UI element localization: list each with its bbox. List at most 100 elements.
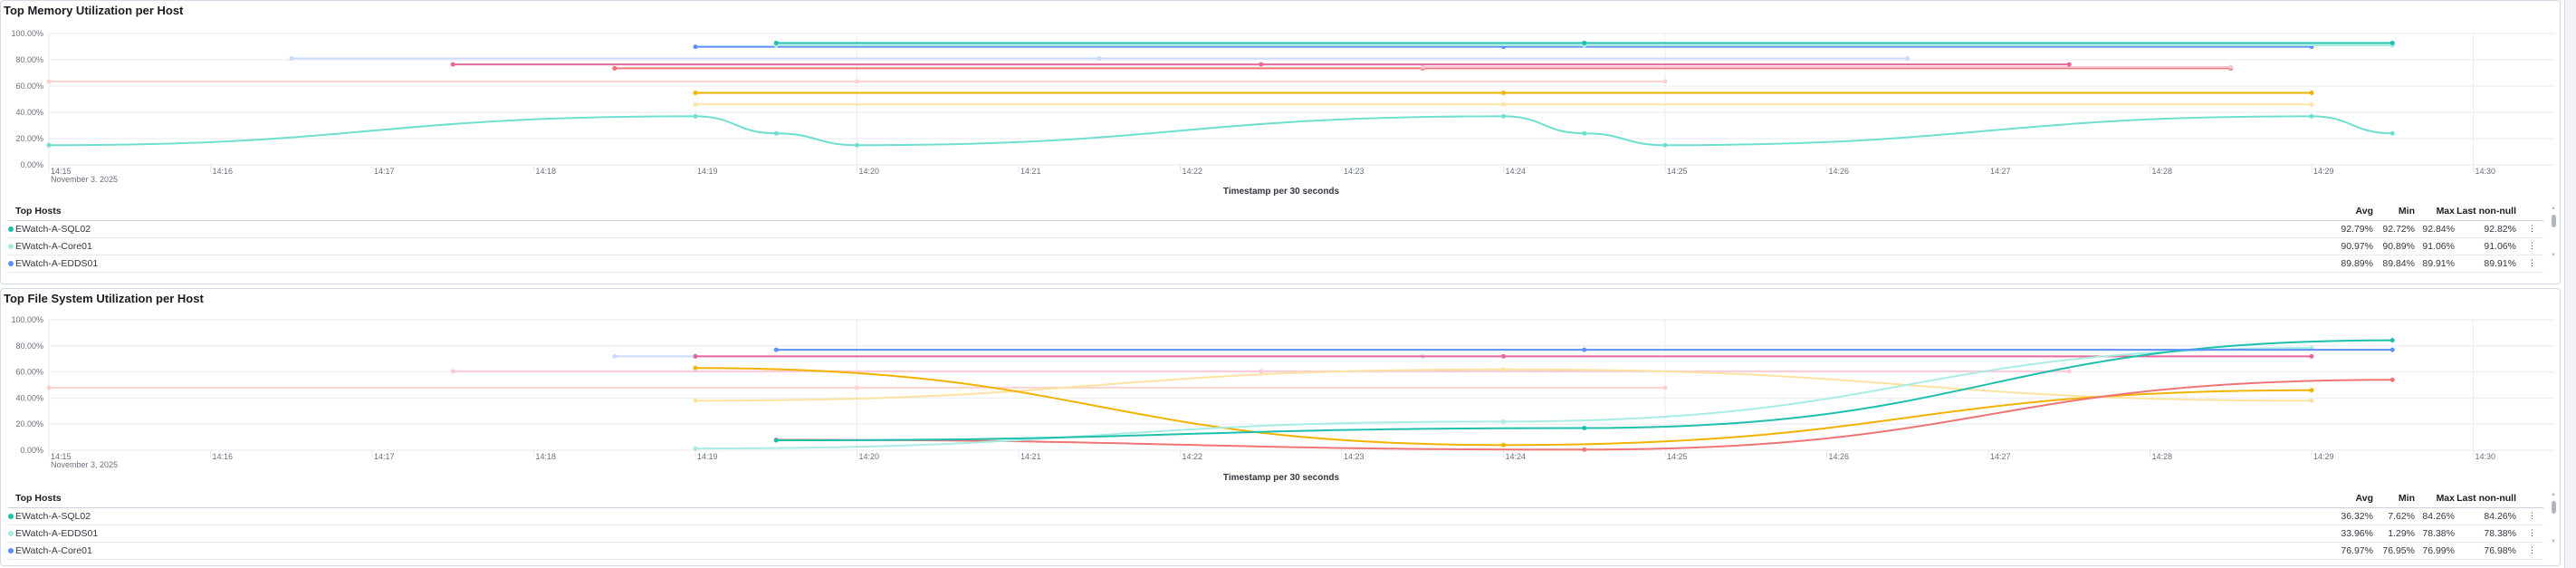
data-point[interactable] [2309,398,2314,403]
data-point[interactable] [693,446,698,451]
series-line[interactable] [694,367,2313,447]
legend-row[interactable]: EWatch-A-EDDS01 89.89% 89.84% 89.91% 89.91% ⋮ [8,255,2543,273]
data-point[interactable] [450,62,455,67]
column-top-hosts[interactable]: Top Hosts [15,206,62,217]
data-point[interactable] [46,142,52,148]
data-point[interactable] [2309,91,2314,96]
data-point[interactable] [2389,347,2395,352]
data-point[interactable] [693,44,698,50]
host-name[interactable]: EWatch-A-SQL02 [15,511,91,522]
row-actions-kebab-icon[interactable]: ⋮ [2528,258,2536,267]
data-point[interactable] [1501,101,1506,107]
data-point[interactable] [2389,40,2395,45]
series-line[interactable] [48,115,2393,147]
data-point[interactable] [612,65,618,71]
scroll-thumb[interactable] [2552,215,2556,227]
column-max[interactable]: Max [2436,493,2455,504]
data-point[interactable] [693,365,698,371]
row-actions-kebab-icon[interactable]: ⋮ [2528,224,2536,233]
data-point[interactable] [693,398,698,403]
legend-row[interactable]: EWatch-A-EDDS01 33.96% 1.29% 78.38% 78.38% ⋮ [8,525,2543,543]
data-point[interactable] [1096,56,1102,62]
data-point[interactable] [2389,377,2395,382]
page-scrollbar[interactable] [2564,0,2576,568]
scroll-down-arrow-icon[interactable]: ▼ [2551,253,2556,258]
row-actions-kebab-icon[interactable]: ⋮ [2528,528,2536,537]
series-line[interactable] [694,368,2313,402]
row-actions-kebab-icon[interactable]: ⋮ [2528,545,2536,554]
memory-utilization-chart[interactable]: 0.00% 20.00% 40.00% 60.00% 80.00% 100.00% 14:1… [1,1,2562,182]
row-actions-kebab-icon[interactable]: ⋮ [2528,511,2536,520]
data-point[interactable] [855,79,859,84]
data-point[interactable] [773,40,779,45]
data-point[interactable] [1501,442,1506,448]
data-point[interactable] [773,438,779,443]
file-system-utilization-chart[interactable]: 0.00% 20.00% 40.00% 60.00% 80.00% 100.00% 14:1… [1,289,2562,470]
data-point[interactable] [693,113,698,119]
legend-row[interactable]: EWatch-A-SQL02 36.32% 7.62% 84.26% 84.26% ⋮ [8,508,2543,525]
legend-scrollbar[interactable]: ▲ ▼ [2551,492,2558,546]
column-min[interactable]: Min [2398,493,2415,504]
data-point[interactable] [1501,91,1506,96]
data-point[interactable] [773,347,779,352]
data-point[interactable] [1501,367,1506,372]
data-point[interactable] [773,130,779,136]
scroll-up-arrow-icon[interactable]: ▲ [2551,492,2556,497]
data-point[interactable] [2066,62,2072,67]
host-name[interactable]: EWatch-A-EDDS01 [15,528,99,539]
column-min[interactable]: Min [2398,206,2415,217]
data-point[interactable] [2309,113,2314,119]
host-name[interactable]: EWatch-A-Core01 [15,241,92,252]
data-point[interactable] [612,353,618,359]
column-max[interactable]: Max [2436,206,2455,217]
data-point[interactable] [2389,338,2395,343]
column-avg[interactable]: Avg [2355,206,2373,217]
data-point[interactable] [1420,64,1425,70]
data-point[interactable] [2066,369,2072,374]
data-point[interactable] [2228,64,2234,70]
data-point[interactable] [1582,40,1587,45]
data-point[interactable] [1662,385,1668,390]
data-point[interactable] [2309,388,2314,393]
data-point[interactable] [1582,130,1587,136]
column-last-non-null[interactable]: Last non-null [2456,493,2516,504]
data-point[interactable] [2389,130,2395,136]
data-point[interactable] [1582,447,1587,452]
data-point[interactable] [693,91,698,96]
row-actions-kebab-icon[interactable]: ⋮ [2528,241,2536,250]
data-point[interactable] [289,56,294,62]
host-name[interactable]: EWatch-A-Core01 [15,545,92,556]
data-point[interactable] [1259,369,1264,374]
legend-row[interactable]: EWatch-A-SQL02 92.79% 92.72% 92.84% 92.82% ⋮ [8,221,2543,238]
data-point[interactable] [693,353,698,359]
data-point[interactable] [46,385,52,390]
data-point[interactable] [855,142,859,148]
scroll-up-arrow-icon[interactable]: ▲ [2551,206,2556,211]
column-top-hosts[interactable]: Top Hosts [15,493,62,504]
data-point[interactable] [1662,142,1668,148]
scroll-thumb[interactable] [2552,501,2556,514]
legend-row[interactable]: EWatch-A-Core01 76.97% 76.95% 76.99% 76.98% ⋮ [8,543,2543,560]
data-point[interactable] [1501,419,1506,424]
host-name[interactable]: EWatch-A-EDDS01 [15,258,99,269]
data-point[interactable] [1582,426,1587,431]
data-point[interactable] [1501,353,1506,359]
data-point[interactable] [1259,62,1264,67]
data-point[interactable] [693,101,698,107]
host-name[interactable]: EWatch-A-SQL02 [15,224,91,235]
data-point[interactable] [46,79,52,84]
legend-scrollbar[interactable]: ▲ ▼ [2551,206,2558,260]
column-last-non-null[interactable]: Last non-null [2456,206,2516,217]
data-point[interactable] [1905,56,1910,62]
scroll-down-arrow-icon[interactable]: ▼ [2551,539,2556,544]
data-point[interactable] [1662,79,1668,84]
data-point[interactable] [2309,353,2314,359]
data-point[interactable] [1582,347,1587,352]
column-avg[interactable]: Avg [2355,493,2373,504]
x-axis-title: Timestamp per 30 seconds [1222,473,1340,483]
data-point[interactable] [450,369,455,374]
data-point[interactable] [2309,101,2314,107]
data-point[interactable] [855,385,859,390]
legend-row[interactable]: EWatch-A-Core01 90.97% 90.89% 91.06% 91.06% ⋮ [8,238,2543,255]
data-point[interactable] [1501,113,1506,119]
